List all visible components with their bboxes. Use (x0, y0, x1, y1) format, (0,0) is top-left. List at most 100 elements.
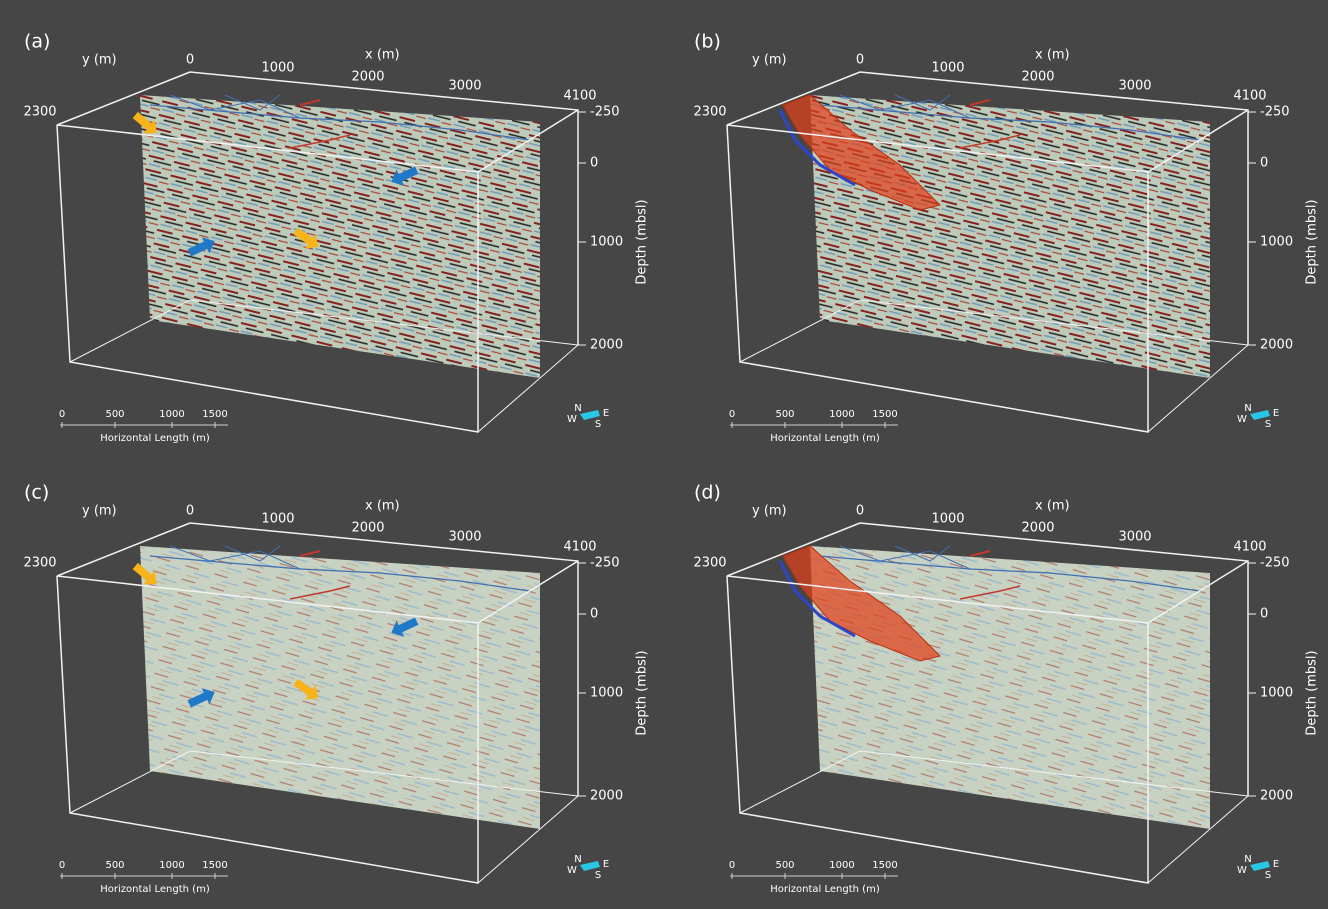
well-trace (959, 585, 1021, 600)
compass-label: W (567, 414, 577, 425)
compass-label: N (574, 854, 581, 865)
well-trace (894, 545, 951, 562)
well-trace (969, 99, 991, 106)
scale-tick-label: 500 (105, 409, 124, 420)
x-tick-label: 4100 (563, 89, 596, 104)
x-tick-label: 3000 (448, 530, 481, 545)
x-tick-label: 3000 (1118, 530, 1151, 545)
scale-tick-label: 1500 (872, 409, 897, 420)
well-trace (224, 545, 281, 562)
seismic-section (140, 95, 540, 378)
scale-tick-label: 1000 (829, 409, 854, 420)
depth-tick-label: -250 (590, 105, 620, 120)
box-front (69, 299, 580, 433)
compass-label: E (603, 408, 609, 419)
well-trace (169, 94, 301, 119)
arrow (187, 237, 215, 257)
x-tick-label: 3000 (448, 79, 481, 94)
compass-label: S (595, 870, 601, 881)
depth-tick-label: 2000 (1260, 789, 1293, 804)
well-trace (894, 94, 951, 111)
box-front (739, 299, 1250, 433)
x-tick-label: 1000 (931, 512, 964, 527)
scale-tick-label: 0 (59, 409, 65, 420)
scale-tick-label: 1500 (872, 860, 897, 871)
well-trace (299, 99, 321, 106)
y-tick-label: 2300 (23, 105, 56, 120)
depth-tick-label: -250 (1260, 556, 1290, 571)
fault-edge (778, 560, 856, 638)
well-trace (149, 555, 531, 592)
well-trace (289, 585, 351, 600)
panel: (d) y (m) x (m) 0 1000 2000 3000 4100 2300 -250 0 1… (693, 482, 1319, 896)
arrow (391, 166, 419, 186)
depth-tick-label: 0 (590, 156, 598, 171)
scale-tick-label: 1000 (829, 860, 854, 871)
box-front (726, 71, 1249, 173)
x-tick-label: 0 (186, 504, 194, 519)
y-tick-label: 2300 (693, 556, 726, 571)
compass-label: S (595, 419, 601, 430)
well-trace (299, 550, 321, 557)
x-axis-title: x (m) (1035, 48, 1070, 63)
compass-label: E (1273, 859, 1279, 870)
depth-tick-label: 1000 (590, 235, 623, 250)
x-tick-label: 2000 (1021, 521, 1054, 536)
box-front (726, 124, 1149, 433)
arrow (132, 111, 157, 134)
panel-label: (d) (694, 482, 721, 504)
y-tick-label: 2300 (23, 556, 56, 571)
compass-label: N (574, 403, 581, 414)
x-tick-label: 2000 (351, 70, 384, 85)
scale-tick-label: 500 (105, 860, 124, 871)
depth-tick-label: 0 (590, 607, 598, 622)
compass-label: S (1265, 870, 1271, 881)
well-trace (224, 94, 281, 111)
depth-axis-title: Depth (mbsl) (635, 650, 650, 735)
fault-surface (782, 94, 941, 211)
box-front (56, 522, 579, 624)
compass-label: N (1244, 854, 1251, 865)
x-tick-label: 3000 (1118, 79, 1151, 94)
box-front (739, 750, 1250, 884)
panel: (b) y (m) x (m) 0 1000 2000 3000 4100 2300 -250 0 1… (693, 31, 1319, 445)
well-trace (819, 555, 1201, 592)
x-axis-title: x (m) (365, 48, 400, 63)
scale-title: Horizontal Length (m) (770, 433, 880, 444)
scale-tick-label: 500 (775, 409, 794, 420)
well-trace (959, 134, 1021, 149)
scale-tick-label: 1000 (159, 860, 184, 871)
well-trace (839, 94, 971, 119)
arrow (132, 562, 157, 585)
depth-tick-label: 2000 (590, 338, 623, 353)
x-tick-label: 1000 (261, 512, 294, 527)
depth-axis-title: Depth (mbsl) (1305, 199, 1320, 284)
arrow (187, 688, 215, 708)
seismic-section (810, 546, 1210, 829)
panel-label: (a) (24, 31, 50, 53)
well-trace (289, 134, 351, 149)
compass-needle (1250, 861, 1270, 871)
scale-tick-label: 0 (729, 409, 735, 420)
box-front (56, 575, 479, 884)
compass-needle (1250, 410, 1270, 420)
compass-label: W (567, 865, 577, 876)
fault-surface (782, 545, 941, 662)
depth-tick-label: 1000 (590, 686, 623, 701)
compass-needle (580, 861, 600, 871)
arrow (391, 617, 419, 637)
x-tick-label: 2000 (351, 521, 384, 536)
compass-label: W (1237, 414, 1247, 425)
compass-label: W (1237, 865, 1247, 876)
arrow (293, 678, 319, 700)
box-front (726, 522, 1249, 624)
depth-tick-label: 0 (1260, 607, 1268, 622)
panel: (a) y (m) x (m) 0 1000 2000 3000 4100 2300 -250 0 1… (23, 31, 649, 445)
x-tick-label: 0 (186, 53, 194, 68)
depth-tick-label: -250 (590, 556, 620, 571)
box-front (69, 750, 580, 884)
scale-tick-label: 1000 (159, 409, 184, 420)
compass-needle (580, 410, 600, 420)
box-front (726, 575, 1149, 884)
